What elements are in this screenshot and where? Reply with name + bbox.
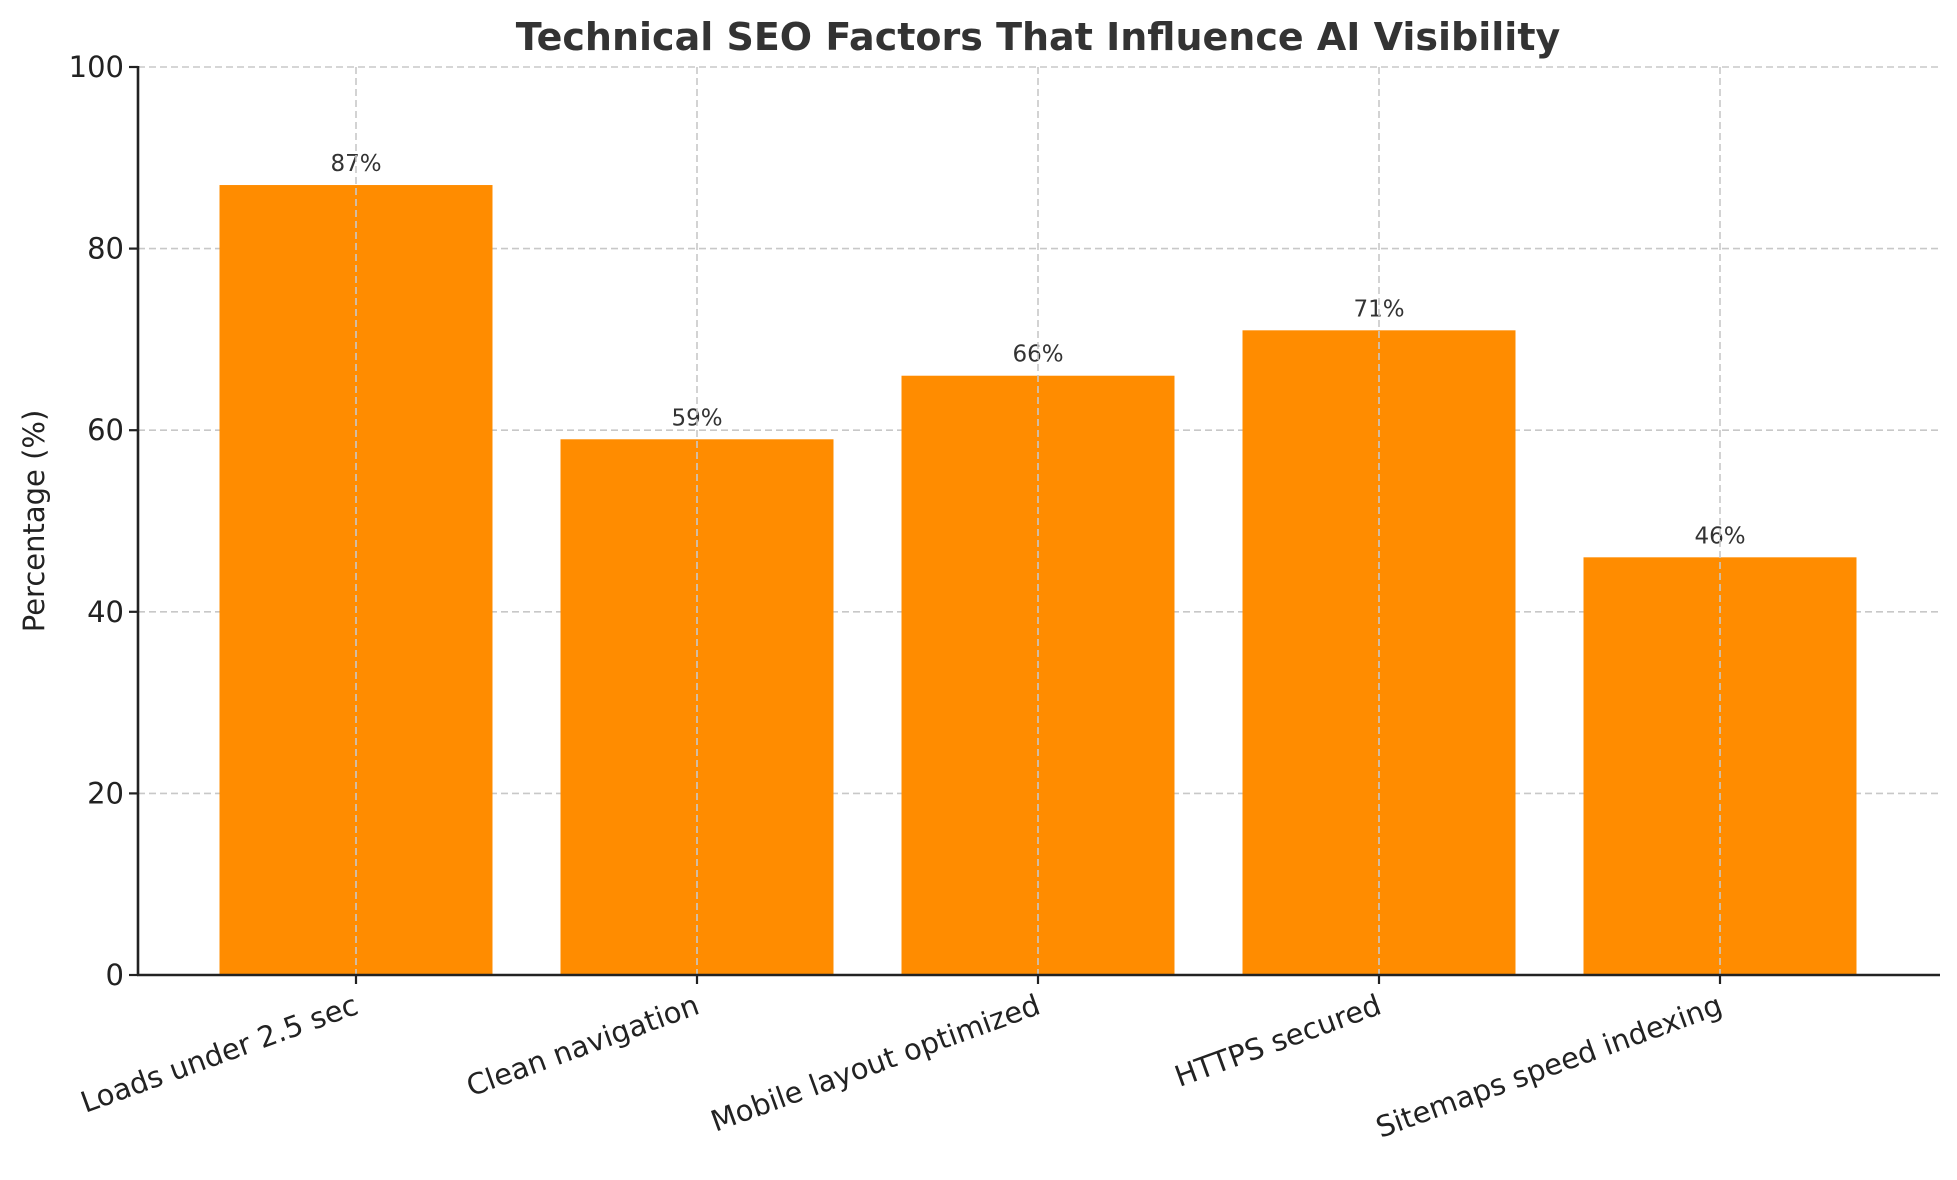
y-tick-label: 0 <box>106 958 124 992</box>
y-tick-label: 40 <box>87 595 124 629</box>
y-axis-ticks: 0 20 40 60 80 100 <box>69 50 138 992</box>
chart-title: Technical SEO Factors That Influence AI … <box>516 15 1561 59</box>
x-tick-label: HTTPS secured <box>1170 988 1385 1094</box>
x-tick-label: Clean navigation <box>462 988 704 1104</box>
y-axis-label: Percentage (%) <box>17 410 51 633</box>
y-tick-label: 100 <box>69 50 124 84</box>
x-axis-ticks: Loads under 2.5 sec Clean navigation Mobil… <box>76 975 1726 1145</box>
x-tick-label: Mobile layout optimized <box>706 988 1044 1139</box>
y-tick-label: 20 <box>87 776 124 810</box>
x-tick-label: Loads under 2.5 sec <box>76 988 362 1120</box>
bar-value-label: 87% <box>330 151 381 177</box>
y-tick-label: 80 <box>87 232 124 266</box>
x-tick-label: Sitemaps speed indexing <box>1371 988 1726 1145</box>
y-tick-label: 60 <box>87 413 124 447</box>
